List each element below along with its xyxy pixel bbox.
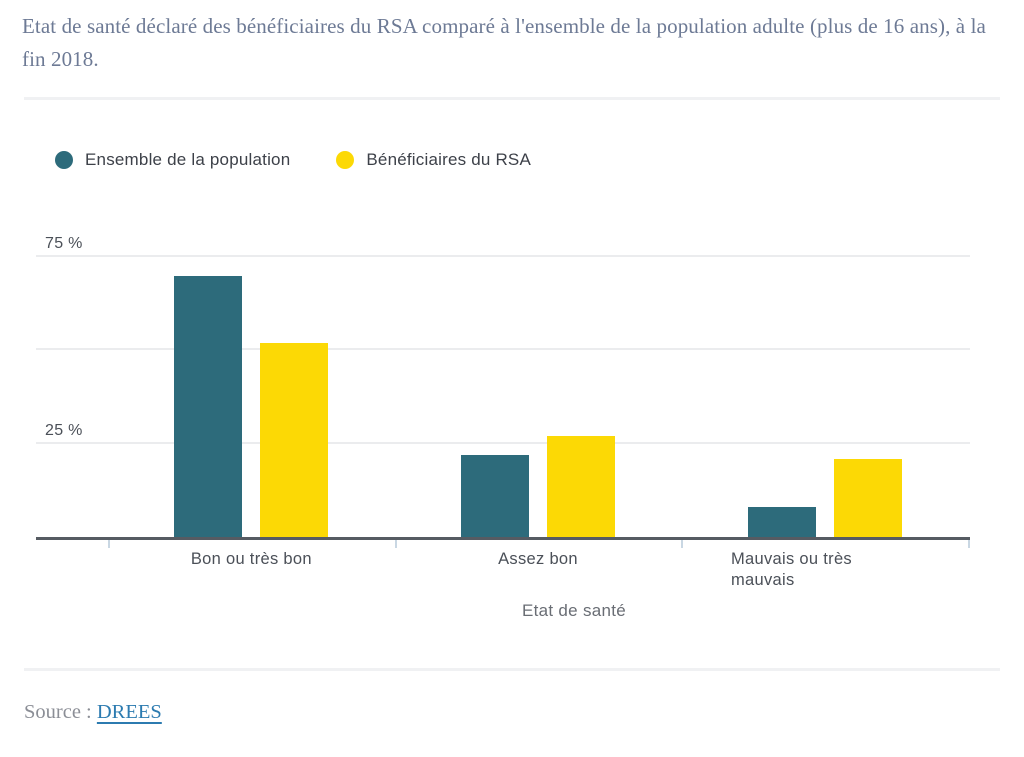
bar-population-1	[461, 454, 529, 537]
gridline	[36, 348, 970, 351]
bottom-divider	[24, 668, 1000, 671]
x-axis-line	[36, 537, 970, 540]
plot-area: 75 % 25 %	[36, 235, 970, 548]
y-axis-tick-label: 75 %	[45, 235, 83, 253]
top-divider	[24, 97, 1000, 100]
x-axis-labels: Bon ou très bon Assez bon Mauvais ou très …	[36, 549, 970, 595]
source-label: Source :	[24, 701, 92, 723]
legend-item: Ensemble de la population	[55, 150, 290, 170]
gridline	[36, 441, 970, 444]
x-axis-tick	[394, 540, 397, 548]
x-axis-tick	[968, 540, 970, 548]
legend-item: Bénéficiaires du RSA	[336, 150, 531, 170]
bar-rsa-1	[547, 436, 615, 537]
x-category-label: Assez bon	[498, 550, 578, 568]
source-line: Source : DREES	[24, 701, 162, 724]
bar-rsa-2	[833, 458, 902, 537]
x-category-label: Bon ou très bon	[190, 550, 312, 568]
x-axis-tick	[108, 540, 110, 548]
chart-legend: Ensemble de la population Bénéficiaires d…	[55, 150, 577, 170]
bar-population-2	[747, 507, 816, 537]
source-link[interactable]: DREES	[96, 701, 162, 723]
bar-population-0	[174, 275, 243, 537]
chart-title: Etat de santé déclaré des bénéficiaires …	[22, 14, 986, 71]
legend-dot-icon	[55, 151, 73, 169]
x-axis-tick	[681, 540, 684, 548]
legend-label: Bénéficiaires du RSA	[366, 150, 532, 169]
y-axis-tick-label: 25 %	[45, 421, 83, 439]
legend-label: Ensemble de la population	[85, 150, 291, 169]
x-category-label: Mauvais ou très mauvais	[731, 550, 852, 589]
bar-rsa-0	[260, 342, 329, 537]
legend-dot-icon	[336, 151, 355, 169]
gridline	[36, 255, 970, 258]
x-axis-title: Etat de santé	[521, 601, 627, 620]
